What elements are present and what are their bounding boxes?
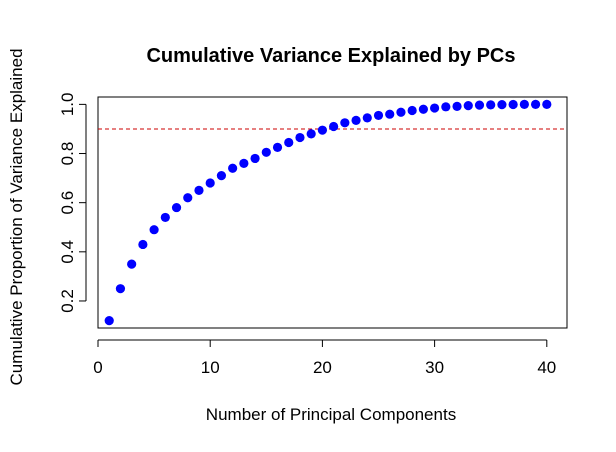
- data-point: [486, 100, 496, 110]
- y-tick-label: 0.4: [58, 240, 77, 264]
- data-point: [407, 105, 417, 116]
- series-layer: [104, 99, 552, 326]
- data-point: [441, 102, 451, 112]
- data-point: [138, 239, 148, 250]
- x-tick-label: 30: [425, 358, 444, 377]
- data-point: [373, 110, 384, 121]
- data-point: [115, 284, 126, 294]
- y-axis: 0.2 0.4 0.6 0.8 1.0: [58, 93, 87, 313]
- data-point: [351, 115, 361, 125]
- x-tick-label: 40: [537, 358, 556, 377]
- plot-area-frame: [97, 96, 568, 329]
- data-point: [160, 212, 170, 223]
- data-point: [452, 101, 462, 111]
- x-axis: 0 10 20 30 40: [93, 339, 556, 377]
- y-tick-label: 0.6: [58, 191, 77, 215]
- data-point: [272, 142, 283, 152]
- data-point: [104, 316, 114, 326]
- x-tick-label: 20: [313, 358, 332, 377]
- data-point: [295, 132, 305, 143]
- data-point: [362, 113, 372, 123]
- data-point: [385, 109, 395, 119]
- data-point: [530, 99, 541, 109]
- data-point: [183, 193, 193, 203]
- data-point: [396, 107, 406, 117]
- data-point: [430, 103, 440, 113]
- data-point: [284, 137, 294, 148]
- data-point: [474, 100, 485, 110]
- y-tick-label: 0.2: [58, 289, 77, 313]
- data-point: [228, 163, 238, 173]
- data-point: [149, 225, 159, 235]
- data-point: [127, 259, 137, 269]
- data-point: [329, 121, 339, 132]
- data-point: [171, 202, 182, 213]
- data-point: [306, 129, 316, 139]
- data-point: [463, 101, 473, 111]
- y-axis-label: Cumulative Proportion of Variance Explai…: [7, 48, 26, 385]
- chart-title: Cumulative Variance Explained by PCs: [146, 45, 515, 67]
- data-point: [216, 171, 227, 181]
- y-tick-label: 0.8: [58, 142, 77, 166]
- data-point: [508, 99, 518, 110]
- data-point: [542, 99, 552, 109]
- x-tick-label: 10: [201, 358, 220, 377]
- x-axis-label: Number of Principal Components: [206, 405, 456, 424]
- data-point: [194, 185, 204, 195]
- data-point: [519, 99, 529, 109]
- y-tick-label: 1.0: [58, 93, 77, 117]
- x-tick-label: 0: [93, 358, 102, 377]
- data-point: [261, 147, 271, 157]
- data-point: [497, 100, 507, 110]
- data-point: [340, 118, 350, 128]
- data-point: [239, 158, 249, 168]
- data-point: [205, 178, 215, 188]
- data-point: [418, 104, 428, 114]
- data-point: [250, 153, 260, 164]
- data-point: [317, 125, 328, 135]
